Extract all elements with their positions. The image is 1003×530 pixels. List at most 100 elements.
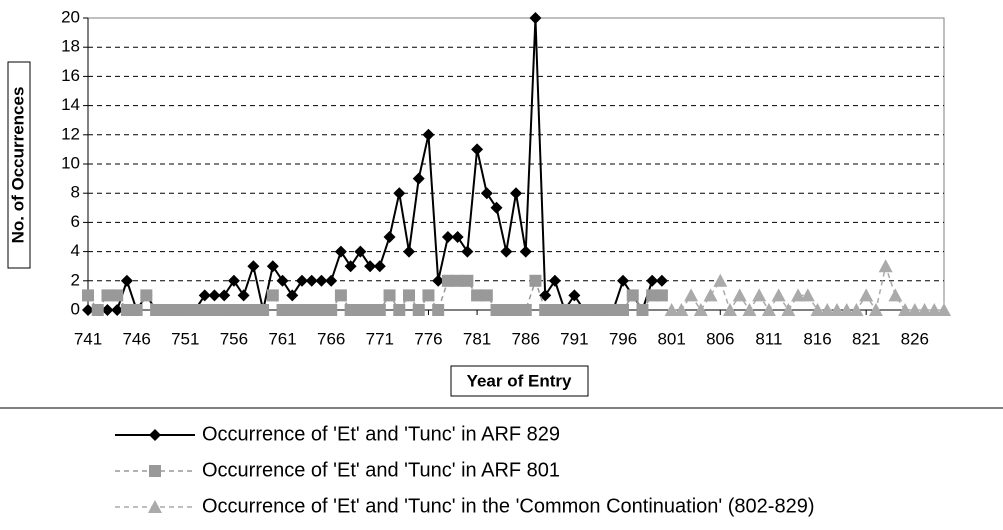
y-tick-label: 20 — [61, 7, 80, 26]
x-axis-label: Year of Entry — [467, 371, 572, 390]
point — [169, 304, 182, 316]
point — [771, 288, 786, 302]
point — [441, 231, 454, 243]
y-tick-label: 18 — [61, 37, 80, 56]
point — [315, 304, 328, 316]
point — [461, 245, 474, 258]
point — [548, 274, 561, 287]
point — [471, 289, 484, 302]
y-label-box — [7, 61, 31, 269]
point — [334, 289, 347, 302]
point — [227, 304, 240, 316]
point — [510, 304, 522, 316]
point — [810, 303, 825, 316]
point — [373, 260, 386, 273]
point — [539, 289, 552, 302]
point — [480, 187, 493, 200]
point — [422, 128, 435, 141]
point — [325, 274, 338, 287]
point — [597, 304, 610, 316]
point — [830, 303, 844, 316]
point — [878, 259, 893, 273]
point — [179, 304, 192, 316]
point — [529, 12, 542, 24]
y-tick-label: 2 — [71, 270, 80, 289]
x-tick-label: 806 — [706, 329, 734, 348]
point — [140, 289, 153, 302]
point — [539, 304, 552, 316]
point — [334, 245, 347, 258]
point — [325, 304, 338, 316]
point — [519, 245, 532, 258]
point — [364, 260, 377, 273]
point — [237, 289, 250, 302]
point — [120, 304, 133, 316]
point — [820, 303, 835, 316]
point — [266, 260, 279, 273]
point — [451, 274, 464, 287]
x-tick-label: 741 — [74, 329, 102, 348]
point — [568, 289, 581, 302]
point — [383, 289, 396, 302]
point — [568, 304, 581, 316]
point — [548, 304, 561, 316]
point — [490, 304, 503, 316]
y-tick-label: 14 — [61, 95, 80, 114]
y-tick-label: 8 — [71, 183, 80, 202]
legend-label: Occurrence of 'Et' and 'Tunc' in ARF 801 — [202, 459, 560, 481]
point — [189, 304, 201, 316]
y-tick-label: 4 — [71, 241, 80, 260]
x-tick-label: 801 — [657, 329, 685, 348]
point — [617, 304, 629, 316]
point — [208, 304, 221, 316]
point — [432, 274, 445, 287]
point — [684, 288, 699, 302]
point — [208, 289, 221, 302]
point — [937, 303, 951, 316]
point — [888, 288, 903, 302]
point — [703, 288, 718, 302]
point — [742, 303, 757, 316]
point — [82, 304, 94, 316]
point — [111, 289, 124, 302]
x-tick-label: 786 — [512, 329, 540, 348]
x-tick-label: 826 — [901, 329, 929, 348]
y-tick-label: 10 — [61, 153, 80, 172]
point — [655, 274, 668, 287]
point — [480, 289, 493, 302]
point — [761, 303, 776, 316]
point — [664, 303, 679, 316]
point — [471, 143, 484, 156]
point — [101, 304, 114, 316]
point — [441, 274, 454, 287]
point — [646, 274, 659, 287]
point — [150, 304, 163, 316]
point — [723, 303, 737, 316]
point — [130, 304, 143, 316]
point — [587, 304, 600, 316]
point — [403, 289, 415, 302]
x-tick-label: 771 — [366, 329, 394, 348]
point — [529, 274, 542, 287]
x-tick-label: 776 — [414, 329, 442, 348]
point — [257, 304, 270, 316]
point — [91, 304, 104, 316]
x-tick-label: 746 — [122, 329, 150, 348]
point — [713, 273, 728, 287]
x-tick-label: 816 — [803, 329, 831, 348]
x-tick-label: 766 — [317, 329, 345, 348]
x-tick-label: 751 — [171, 329, 199, 348]
point — [907, 303, 922, 316]
point — [849, 303, 864, 316]
point — [305, 274, 318, 287]
point — [412, 304, 425, 316]
point — [655, 289, 668, 302]
point — [111, 304, 124, 316]
legend-label: Occurrence of 'Et' and 'Tunc' in ARF 829 — [202, 423, 560, 445]
point — [626, 289, 639, 302]
point — [247, 260, 260, 273]
point — [781, 303, 796, 316]
point — [227, 274, 240, 287]
point — [315, 274, 328, 287]
point — [422, 289, 435, 302]
